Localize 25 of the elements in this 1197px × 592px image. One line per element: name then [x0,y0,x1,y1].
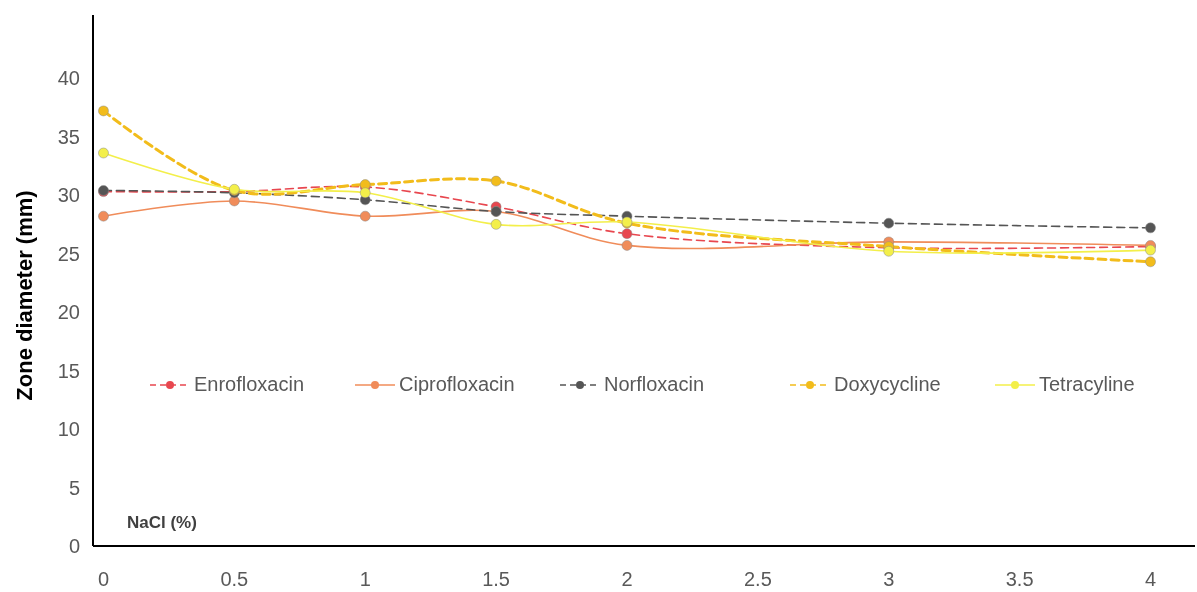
y-tick-label: 15 [57,359,80,382]
y-tick-label: 10 [57,418,80,441]
x-tick-label: 2.5 [743,568,772,590]
x-tick-label: 2 [621,568,633,590]
legend-label: Tetracyline [1039,373,1135,395]
x-tick-label: 1 [359,568,371,590]
y-tick-label: 0 [68,535,80,557]
legend-label: Ciprofloxacin [399,373,515,395]
x-axis-title: NaCl (%) [127,513,197,532]
y-tick-label: 5 [68,476,80,499]
y-tick-label: 30 [57,184,80,207]
legend-label: Norfloxacin [604,373,705,395]
x-tick-label: 4 [1144,568,1157,590]
y-tick-label: 40 [57,67,80,90]
x-tick-label: 3 [883,568,895,590]
x-tick-label: 1.5 [482,568,511,590]
legend-label: Enrofloxacin [194,373,305,395]
x-tick-label: 0 [97,568,110,590]
y-tick-label: 25 [57,242,80,265]
y-axis-title: Zone diameter (mm) [12,190,37,401]
x-tick-label: 3.5 [1005,568,1034,590]
y-tick-label: 20 [57,301,80,324]
legend-label: Doxycycline [834,373,941,395]
y-tick-label: 35 [57,125,80,148]
x-tick-label: 0.5 [220,568,249,590]
